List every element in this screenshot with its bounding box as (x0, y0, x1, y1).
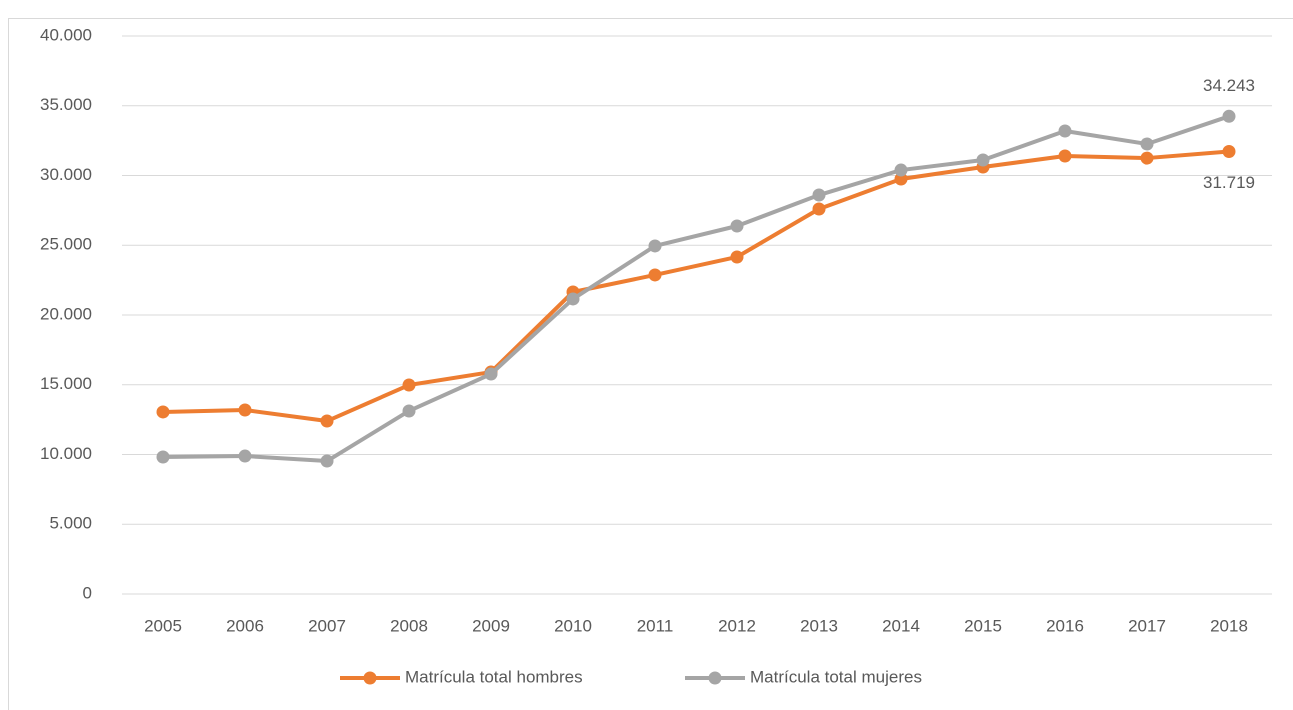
point (320, 454, 334, 468)
point (402, 378, 416, 392)
point (238, 449, 252, 463)
point (156, 450, 170, 464)
legend-marker (708, 671, 722, 685)
x-tick-label: 2006 (226, 616, 264, 635)
point (648, 268, 662, 282)
point (1140, 151, 1154, 165)
y-tick-label: 40.000 (40, 25, 92, 44)
y-tick-label: 15.000 (40, 374, 92, 393)
x-tick-label: 2010 (554, 616, 592, 635)
x-tick-label: 2014 (882, 616, 920, 635)
chart-frame (8, 18, 1293, 710)
x-tick-label: 2012 (718, 616, 756, 635)
point (1140, 137, 1154, 151)
x-tick-label: 2008 (390, 616, 428, 635)
x-tick-label: 2016 (1046, 616, 1084, 635)
point (894, 163, 908, 177)
series-line (162, 114, 1230, 464)
y-tick-label: 35.000 (40, 95, 92, 114)
y-tick-label: 25.000 (40, 235, 92, 254)
point (648, 239, 662, 253)
x-tick-label: 2017 (1128, 616, 1166, 635)
point (320, 414, 334, 428)
legend-label: Matrícula total mujeres (750, 667, 922, 686)
x-tick-label: 2018 (1210, 616, 1248, 635)
point (402, 404, 416, 418)
series-line (162, 149, 1230, 424)
point (1058, 124, 1072, 138)
point (730, 250, 744, 264)
point (1222, 145, 1236, 159)
point (238, 403, 252, 417)
point (812, 202, 826, 216)
point (566, 292, 580, 306)
point (1058, 149, 1072, 163)
point (1222, 109, 1236, 123)
point (156, 405, 170, 419)
point (894, 172, 908, 186)
point (730, 219, 744, 233)
y-tick-label: 30.000 (40, 165, 92, 184)
legend-marker (363, 671, 377, 685)
y-tick-label: 20.000 (40, 304, 92, 323)
point (484, 367, 498, 381)
point (812, 188, 826, 202)
x-tick-label: 2013 (800, 616, 838, 635)
y-tick-label: 0 (83, 583, 92, 602)
legend-label: Matrícula total hombres (405, 667, 583, 686)
y-tick-label: 10.000 (40, 444, 92, 463)
x-tick-label: 2005 (144, 616, 182, 635)
data-label: 31.719 (1203, 173, 1255, 192)
x-tick-label: 2015 (964, 616, 1002, 635)
x-tick-label: 2011 (637, 616, 674, 635)
data-label: 34.243 (1203, 76, 1255, 95)
point (976, 153, 990, 167)
y-tick-label: 5.000 (49, 514, 92, 533)
x-tick-label: 2007 (308, 616, 346, 635)
x-tick-label: 2009 (472, 616, 510, 635)
